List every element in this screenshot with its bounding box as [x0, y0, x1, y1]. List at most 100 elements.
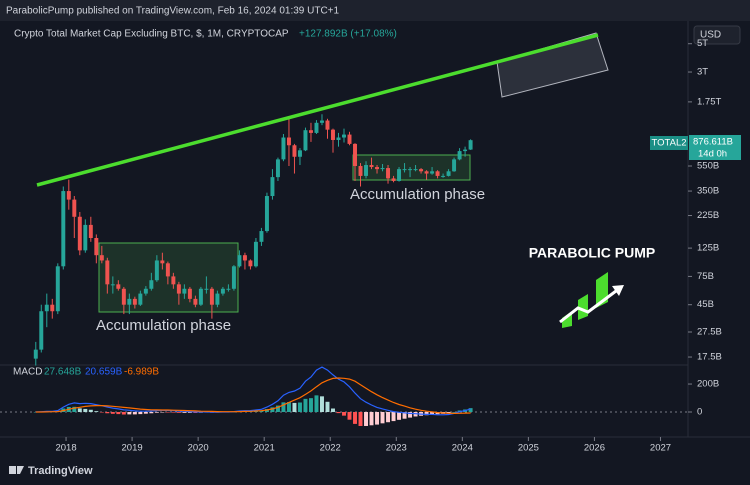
candle-body — [99, 255, 104, 261]
macd-title: MACD — [13, 367, 42, 378]
candle-body — [138, 293, 143, 305]
y-tick-label: 200B — [697, 379, 719, 390]
currency: USD — [700, 30, 721, 41]
candle-body — [353, 143, 357, 167]
candle-body — [231, 266, 236, 289]
candle-body — [61, 191, 66, 267]
candle-body — [286, 137, 291, 146]
candle-body — [72, 199, 77, 217]
symbol-tag-text: TOTAL2 — [651, 138, 686, 149]
macd-legend-value: 20.659B — [85, 367, 123, 378]
candle-body — [457, 151, 462, 160]
histogram-bar — [77, 408, 82, 413]
candle-body — [297, 150, 302, 157]
candle-body — [94, 238, 99, 256]
candle-body — [116, 284, 121, 289]
candle-body — [66, 191, 71, 200]
macd-line — [35, 377, 471, 415]
candle-body — [149, 280, 154, 289]
histogram-bar — [424, 412, 429, 416]
histogram-bar — [336, 412, 341, 414]
publisher: ParabolicPump published on TradingView.c… — [6, 6, 340, 17]
candle-body — [397, 169, 402, 181]
histogram-bar — [325, 401, 330, 413]
histogram-bar — [187, 412, 192, 413]
candle-body — [176, 284, 181, 294]
candle-body — [198, 288, 203, 305]
histogram-bar — [286, 402, 291, 413]
candle-body — [441, 175, 446, 177]
histogram-bar — [270, 407, 275, 413]
candle-body — [110, 284, 115, 286]
candle-body — [226, 288, 231, 290]
histogram-bar — [380, 412, 385, 424]
candle-body — [380, 168, 385, 170]
candle-body — [264, 196, 269, 232]
histogram-bar — [138, 412, 143, 415]
candle-body — [375, 167, 380, 170]
histogram-bar — [132, 412, 137, 415]
histogram-bar — [94, 411, 99, 413]
countdown: 14d 0h — [698, 149, 727, 160]
candle-body — [154, 260, 159, 281]
histogram-bar — [171, 412, 176, 413]
histogram-bar — [160, 412, 165, 413]
candle-body — [275, 159, 280, 178]
histogram-bar — [275, 405, 280, 413]
trend-line — [36, 33, 599, 187]
candle-body — [237, 255, 242, 267]
histogram-bar — [110, 412, 115, 414]
histogram-bar — [402, 412, 407, 419]
candle-body — [446, 171, 451, 176]
candle-body — [308, 130, 313, 133]
tv-logo — [9, 466, 24, 474]
histogram-bar — [347, 412, 352, 420]
histogram-bar — [364, 412, 368, 426]
candle-body — [215, 293, 220, 305]
currency-button[interactable] — [693, 25, 741, 45]
candle-body — [281, 137, 286, 160]
candle-body — [342, 134, 346, 138]
candle-body — [413, 169, 418, 171]
y-tick-label: 125B — [697, 243, 719, 254]
macd-line — [35, 366, 471, 416]
candle-body — [320, 120, 324, 123]
histogram-bar — [165, 412, 170, 413]
candle-body — [452, 159, 457, 172]
histogram-bar — [391, 412, 396, 422]
x-tick-label: 2024 — [452, 443, 473, 454]
candle-body — [204, 288, 209, 290]
candle-body — [435, 171, 440, 176]
histogram-bar — [308, 398, 313, 413]
y-tick-label: 3T — [697, 67, 708, 78]
x-tick-label: 2021 — [254, 443, 275, 454]
candle-body — [165, 263, 170, 277]
y-tick-label: 550B — [697, 161, 719, 172]
candle-body — [171, 276, 176, 285]
candle-body — [419, 169, 424, 172]
histogram-bar — [446, 412, 451, 414]
histogram-bar — [375, 412, 380, 425]
candle-body — [55, 266, 60, 312]
candle-body — [193, 298, 198, 305]
candle-body — [364, 165, 368, 176]
candle-body — [292, 145, 297, 157]
histogram-bar — [281, 402, 286, 413]
candle-body — [132, 298, 137, 305]
x-tick-label: 2019 — [122, 443, 143, 454]
histogram-bar — [452, 412, 457, 413]
candle-body — [44, 304, 49, 312]
histogram-bar — [33, 412, 38, 413]
candle-body — [77, 216, 82, 251]
candle-body — [253, 241, 258, 267]
histogram-bar — [297, 402, 302, 413]
candle-body — [358, 166, 363, 176]
histogram-bar — [303, 398, 308, 413]
candle-body — [182, 288, 187, 294]
histogram-bar — [105, 412, 110, 414]
histogram-bar — [121, 412, 126, 415]
histogram-bar — [99, 412, 104, 413]
symbol-title: Crypto Total Market Cap Excluding BTC, $… — [14, 29, 289, 40]
histogram-bar — [83, 408, 88, 413]
candle-body — [50, 304, 55, 312]
